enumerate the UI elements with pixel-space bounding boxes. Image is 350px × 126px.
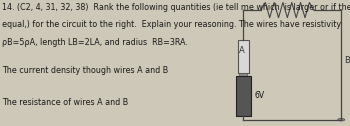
Text: The current density though wires A and B: The current density though wires A and B: [2, 66, 168, 74]
Text: ρB=5ρA, length LB=2LA, and radius  RB=3RA.: ρB=5ρA, length LB=2LA, and radius RB=3RA…: [2, 38, 188, 47]
Text: The resistance of wires A and B: The resistance of wires A and B: [2, 98, 128, 107]
FancyBboxPatch shape: [239, 73, 247, 78]
Text: A: A: [239, 46, 244, 55]
Circle shape: [338, 118, 345, 121]
FancyBboxPatch shape: [238, 40, 249, 73]
Text: B: B: [344, 56, 350, 65]
Text: equal,) for the circuit to the right.  Explain your reasoning. The wires have re: equal,) for the circuit to the right. Ex…: [2, 20, 341, 29]
FancyBboxPatch shape: [236, 76, 251, 116]
Text: 6V: 6V: [254, 91, 265, 100]
Text: 14. (C2, 4, 31, 32, 38)  Rank the following quantities (ie tell me which  is lar: 14. (C2, 4, 31, 32, 38) Rank the followi…: [2, 3, 350, 11]
